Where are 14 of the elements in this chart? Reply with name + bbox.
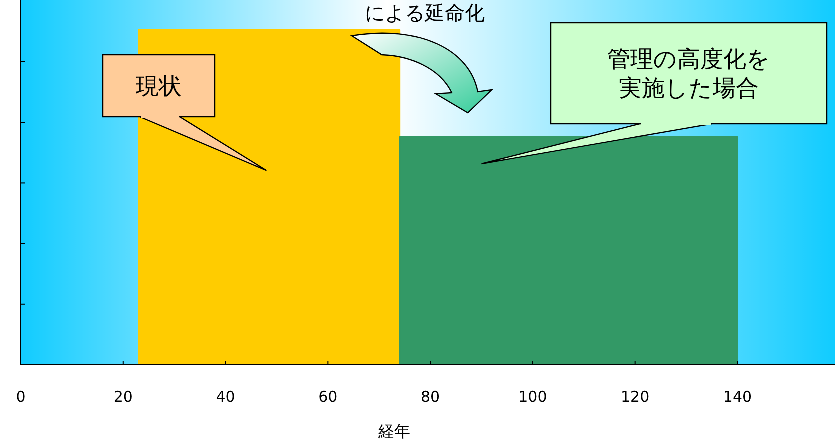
annotation: 管理の高度化を実施した場合 bbox=[481, 22, 828, 165]
chart-title: による延命化 bbox=[365, 1, 485, 25]
xtick: 20 bbox=[114, 388, 133, 406]
xtick: 100 bbox=[518, 388, 548, 406]
xtick: 140 bbox=[723, 388, 752, 406]
xtick: 120 bbox=[621, 388, 650, 406]
x-axis-title: 経年 bbox=[377, 422, 410, 441]
annotation: 管理の高度化を実施した場合 bbox=[608, 47, 770, 102]
annotation: 現状 bbox=[102, 54, 268, 172]
xtick: 0 bbox=[16, 388, 26, 406]
annotation: 現状 bbox=[136, 74, 182, 100]
xtick: 80 bbox=[421, 388, 440, 406]
xtick: 60 bbox=[318, 388, 338, 406]
xtick: 40 bbox=[216, 388, 236, 406]
